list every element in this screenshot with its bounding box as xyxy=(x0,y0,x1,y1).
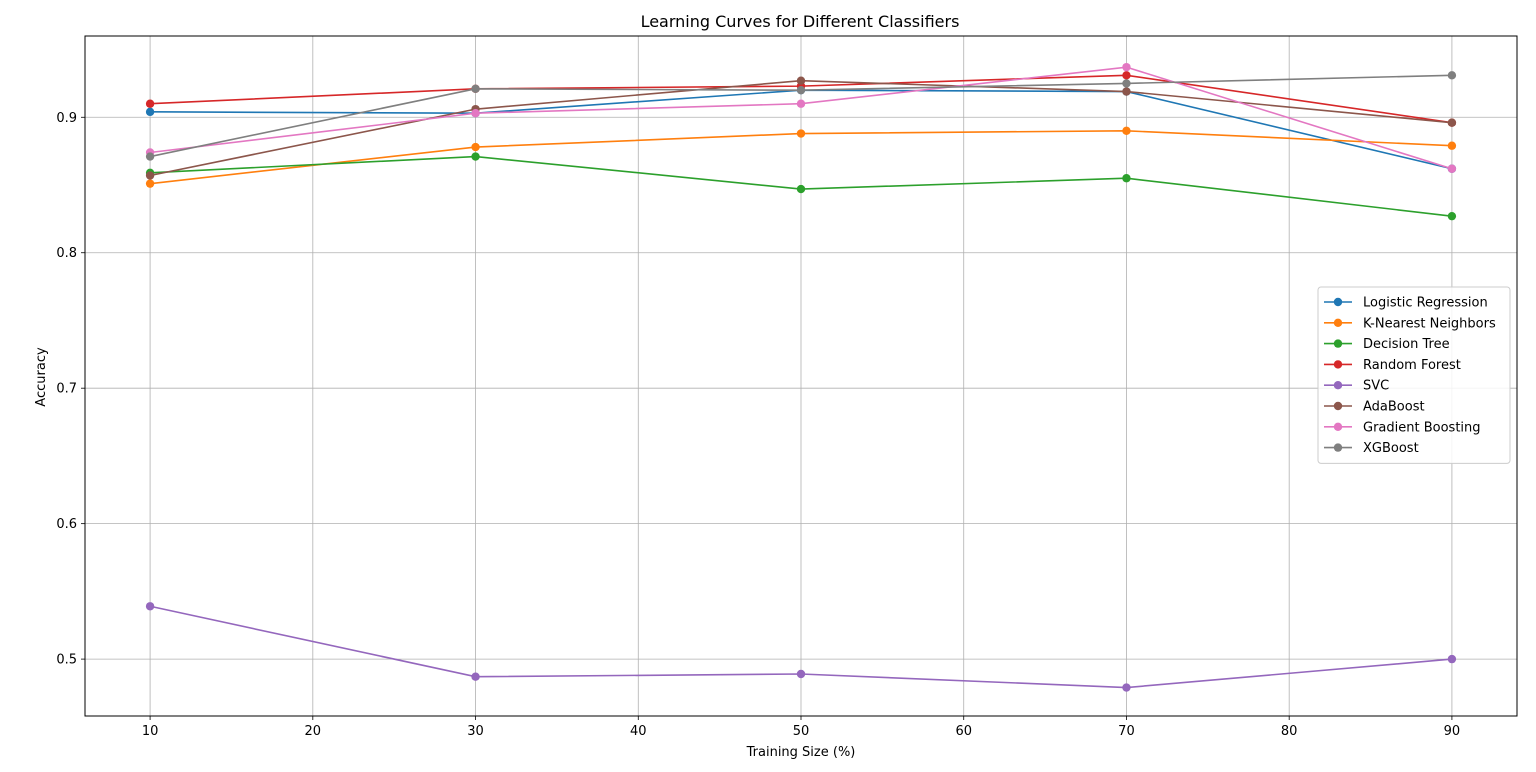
data-point xyxy=(471,109,480,118)
data-point xyxy=(796,76,806,85)
legend-label: SVC xyxy=(1363,379,1389,394)
legend-marker xyxy=(1333,401,1343,411)
data-point xyxy=(145,602,155,611)
legend-label: Logistic Regression xyxy=(1363,296,1488,311)
series-layer xyxy=(145,62,1457,692)
y-tick-label: 0.7 xyxy=(56,382,77,397)
data-point xyxy=(145,99,155,108)
data-point xyxy=(145,179,155,188)
data-point xyxy=(796,129,806,138)
data-point xyxy=(1447,164,1457,173)
data-point xyxy=(796,669,806,679)
legend-item: AdaBoost xyxy=(1324,400,1425,415)
legend-item: SVC xyxy=(1324,379,1389,394)
x-tick-label: 80 xyxy=(1281,724,1298,739)
y-axis-label: Accuracy xyxy=(34,347,49,407)
data-point xyxy=(1122,683,1131,692)
series-k-nearest-neighbors xyxy=(145,126,1457,188)
series-xgboost xyxy=(145,71,1457,161)
legend-marker xyxy=(1333,297,1343,307)
legend-item: K-Nearest Neighbors xyxy=(1324,316,1496,331)
legend-item: Random Forest xyxy=(1324,358,1461,373)
legend-label: Random Forest xyxy=(1363,358,1461,373)
legend-marker xyxy=(1333,339,1343,348)
legend-label: Gradient Boosting xyxy=(1363,420,1481,435)
legend-label: AdaBoost xyxy=(1363,400,1425,415)
legend-item: Logistic Regression xyxy=(1324,296,1488,311)
y-tick-label: 0.6 xyxy=(56,517,77,532)
grid-lines xyxy=(85,36,1517,716)
y-tick-label: 0.9 xyxy=(56,111,77,126)
x-tick-label: 50 xyxy=(793,724,810,739)
data-point xyxy=(1447,118,1457,127)
data-point xyxy=(1122,174,1131,183)
y-tick-label: 0.8 xyxy=(56,246,77,261)
data-point xyxy=(145,152,155,161)
data-point xyxy=(1447,211,1457,221)
data-point xyxy=(1447,654,1457,664)
x-axis-ticks: 10 20 30 40 50 60 70 80 90 xyxy=(142,716,1460,739)
data-point xyxy=(796,85,806,95)
data-point xyxy=(471,672,480,681)
legend-label: XGBoost xyxy=(1363,441,1419,456)
legend-label: Decision Tree xyxy=(1363,337,1450,352)
data-point xyxy=(1122,126,1131,136)
data-point xyxy=(796,184,806,194)
data-point xyxy=(1122,71,1131,80)
data-point xyxy=(1447,71,1457,80)
data-point xyxy=(145,107,155,117)
x-tick-label: 60 xyxy=(955,724,972,739)
series-svc xyxy=(145,602,1457,692)
series-decision-tree xyxy=(145,152,1457,221)
legend-item: XGBoost xyxy=(1324,441,1419,456)
data-point xyxy=(471,84,480,94)
data-point xyxy=(471,142,480,152)
y-axis-ticks: 0.5 0.6 0.7 0.8 0.9 xyxy=(56,111,85,668)
x-tick-label: 20 xyxy=(305,724,322,739)
legend-marker xyxy=(1333,360,1343,369)
data-point xyxy=(1122,79,1131,88)
y-tick-label: 0.5 xyxy=(56,653,77,668)
data-point xyxy=(1447,141,1457,150)
data-point xyxy=(1122,87,1131,96)
legend-label: K-Nearest Neighbors xyxy=(1363,316,1496,331)
data-point xyxy=(471,152,480,161)
legend-marker xyxy=(1333,443,1343,452)
x-axis-label: Training Size (%) xyxy=(746,745,856,760)
legend-item: Gradient Boosting xyxy=(1324,420,1481,435)
legend-marker xyxy=(1333,381,1343,390)
x-tick-label: 30 xyxy=(467,724,484,739)
chart-title: Learning Curves for Different Classifier… xyxy=(641,12,960,31)
x-tick-label: 10 xyxy=(142,724,159,739)
x-tick-label: 70 xyxy=(1118,724,1135,739)
legend: Logistic Regression K-Nearest Neighbors De… xyxy=(1317,286,1511,464)
x-tick-label: 90 xyxy=(1444,724,1461,739)
legend-marker xyxy=(1333,422,1343,431)
legend-marker xyxy=(1333,318,1343,327)
legend-item: Decision Tree xyxy=(1324,337,1450,352)
data-point xyxy=(1122,62,1131,72)
data-point xyxy=(145,171,155,180)
data-point xyxy=(796,99,806,108)
legend-box xyxy=(1317,286,1511,464)
x-tick-label: 40 xyxy=(630,724,647,739)
